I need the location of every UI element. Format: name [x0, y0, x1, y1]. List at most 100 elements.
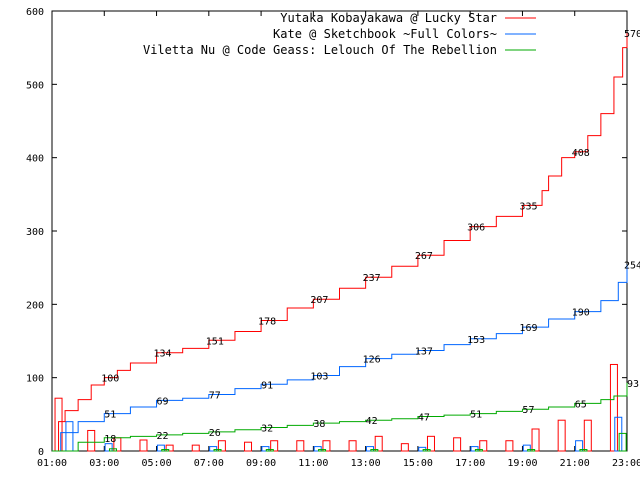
data-label-series-3: 18 [104, 434, 116, 445]
bar-series-1 [505, 440, 514, 452]
bar-series-3 [474, 449, 483, 452]
data-label-series-1: 570 [624, 29, 640, 40]
bar-series-2 [261, 446, 270, 452]
bar-series-1 [322, 440, 331, 452]
data-label-series-2: 254 [624, 261, 640, 272]
bar-series-1 [165, 444, 174, 452]
bar-series-2 [470, 446, 479, 452]
bar-series-1 [191, 444, 200, 452]
bar-series-1 [374, 435, 383, 452]
data-label-series-3: 57 [522, 405, 534, 416]
y-tick-label: 500 [26, 80, 44, 91]
data-label-series-2: 137 [415, 347, 433, 358]
x-tick-label: 09:00 [246, 458, 276, 469]
data-label-series-2: 153 [467, 335, 485, 346]
x-tick-label: 23:00 [612, 458, 640, 469]
plot-frame [51, 10, 628, 452]
data-label-series-3: 26 [209, 428, 221, 439]
x-tick-label: 13:00 [351, 458, 381, 469]
line-series-2 [52, 264, 628, 452]
bar-series-1 [217, 440, 226, 452]
bar-series-1 [139, 439, 148, 452]
bar-series-1 [296, 440, 305, 452]
bar-series-3 [579, 449, 588, 452]
bar-series-1 [557, 419, 566, 452]
bar-series-1 [453, 437, 462, 452]
data-label-series-2: 77 [209, 391, 221, 402]
bar-series-2 [575, 440, 584, 452]
data-label-series-2: 103 [310, 371, 328, 382]
data-label-series-2: 169 [519, 323, 537, 334]
bar-series-1 [270, 440, 279, 452]
bar-series-3 [213, 449, 222, 452]
x-tick-label: 07:00 [194, 458, 224, 469]
bar-series-1 [479, 440, 488, 452]
x-tick-label: 19:00 [507, 458, 537, 469]
bar-series-2 [104, 443, 113, 452]
bar-series-3 [265, 449, 274, 452]
data-label-series-1: 207 [310, 295, 328, 306]
bar-series-2 [614, 416, 623, 452]
data-label-series-2: 190 [572, 308, 590, 319]
y-tick-label: 0 [38, 447, 44, 458]
data-label-series-1: 237 [363, 273, 381, 284]
bar-series-3 [370, 449, 379, 452]
bar-series-1 [400, 443, 409, 452]
bar-series-3 [527, 449, 536, 452]
bar-series-1 [348, 440, 357, 452]
y-tick-label: 300 [26, 227, 44, 238]
bar-series-1 [531, 428, 540, 452]
data-label-series-3: 93 [627, 379, 639, 390]
bars [54, 363, 627, 452]
x-tick-label: 11:00 [298, 458, 328, 469]
y-tick-label: 200 [26, 300, 44, 311]
data-label-series-3: 22 [157, 431, 169, 442]
y-tick-label: 400 [26, 154, 44, 165]
y-tick-label: 600 [26, 7, 44, 18]
bar-series-1 [609, 363, 618, 452]
data-label-series-1: 335 [519, 201, 537, 212]
x-tick-label: 05:00 [141, 458, 171, 469]
bar-series-3 [108, 448, 117, 452]
y-tick-label: 100 [26, 374, 44, 385]
x-tick-label: 17:00 [455, 458, 485, 469]
line-series-3 [52, 382, 628, 452]
y-axis: 0 100 200 300 400 500 600 [26, 7, 627, 458]
data-label-series-3: 51 [470, 410, 482, 421]
bar-series-3 [318, 449, 327, 452]
bar-series-3 [618, 432, 627, 452]
data-label-series-3: 42 [366, 416, 378, 427]
data-label-series-3: 32 [261, 424, 273, 435]
legend: Yutaka Kobayakawa @ Lucky Star Kate @ Sk… [143, 11, 536, 57]
bar-series-1 [426, 435, 435, 452]
bar-series-3 [422, 449, 431, 452]
data-label-series-2: 51 [104, 410, 116, 421]
data-label-series-1: 267 [415, 251, 433, 262]
data-label-series-2: 69 [157, 396, 169, 407]
data-labels: 100 134 151 178 207 237 267 306 335 408 570 51 69 77 9… [101, 29, 640, 445]
x-tick-label: 21:00 [560, 458, 590, 469]
line-series-1 [52, 33, 628, 452]
data-label-series-1: 306 [467, 223, 485, 234]
legend-label-2: Kate @ Sketchbook ~Full Colors~ [273, 27, 497, 41]
x-axis: 01:00 03:00 05:00 07:00 09:00 11:00 13:00 15:00… [37, 11, 640, 469]
bar-series-2 [365, 446, 374, 452]
data-label-series-2: 126 [363, 355, 381, 366]
data-label-series-1: 408 [572, 148, 590, 159]
bar-series-2 [156, 444, 165, 452]
data-label-series-2: 91 [261, 380, 273, 391]
legend-label-3: Viletta Nu @ Code Geass: Lelouch Of The … [143, 43, 497, 57]
x-tick-label: 01:00 [37, 458, 67, 469]
bar-series-2 [522, 444, 531, 452]
x-tick-label: 15:00 [403, 458, 433, 469]
data-label-series-1: 134 [154, 349, 172, 360]
bar-series-1 [583, 419, 592, 452]
bar-series-1 [87, 429, 96, 452]
data-label-series-3: 47 [418, 413, 430, 424]
bar-series-1 [244, 441, 253, 452]
bar-series-2 [209, 446, 218, 452]
data-label-series-1: 151 [206, 336, 224, 347]
data-label-series-3: 65 [575, 399, 587, 410]
x-tick-label: 03:00 [89, 458, 119, 469]
bar-series-2 [65, 421, 74, 452]
